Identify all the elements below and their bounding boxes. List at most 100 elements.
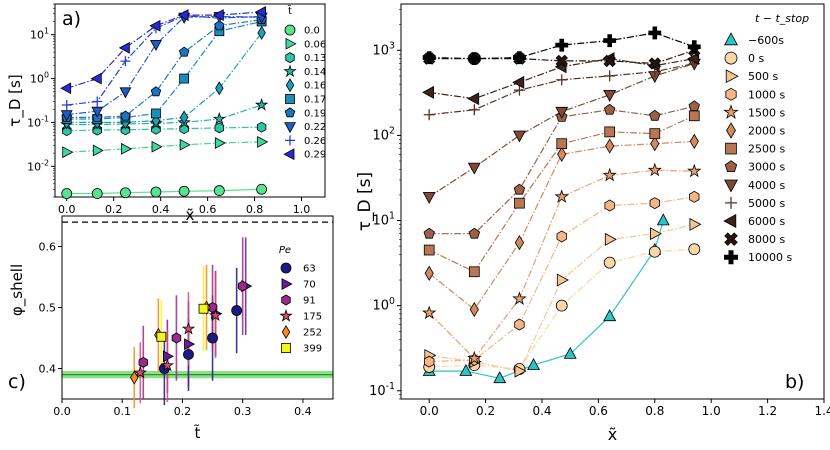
legend-marker (285, 37, 297, 50)
panel-b-label: b) (785, 371, 804, 393)
data-point (604, 199, 615, 212)
legend-marker (284, 107, 296, 118)
data-point (151, 140, 163, 153)
data-point (689, 133, 699, 150)
legend-label: 63 (303, 264, 316, 275)
data-point (171, 332, 182, 344)
panel-c-x-tick-label: 0.1 (113, 405, 131, 418)
panel-b-axes-frame (400, 3, 825, 400)
panel-a-x-tick-label: 0.0 (58, 203, 76, 216)
panel-c-x-tick-label: 0.4 (294, 405, 312, 418)
panel-a-x-tick-label: 0.8 (246, 203, 264, 216)
legend-marker (280, 262, 292, 274)
data-point (61, 188, 73, 199)
legend-marker (281, 294, 291, 306)
panel-b-x-tick-label: 1.4 (814, 404, 830, 418)
data-point (555, 54, 568, 68)
data-point (91, 106, 104, 118)
data-point (150, 86, 162, 97)
data-point (604, 70, 616, 82)
data-point (120, 187, 131, 199)
legend-label: 4000 s (748, 179, 785, 192)
legend-marker (724, 179, 738, 193)
data-point (184, 338, 196, 351)
data-point (91, 188, 103, 199)
legend-label: 0.22 (304, 122, 326, 133)
data-point (177, 9, 189, 21)
legend-label: 0.13 (304, 53, 326, 64)
data-point (212, 9, 224, 21)
panel-c-y-tick-label: 0.4 (39, 363, 57, 376)
data-point (556, 74, 568, 86)
data-point (118, 41, 130, 54)
data-point (603, 90, 617, 102)
data-point (130, 370, 139, 385)
legend-label: −600s (748, 34, 784, 47)
data-point (512, 291, 527, 306)
data-point (256, 183, 268, 195)
data-point (603, 103, 616, 115)
panel-b-y-tick-label: 103 (373, 40, 396, 58)
data-point (656, 213, 670, 226)
panel-a-x-tick-label: 1.0 (293, 203, 311, 216)
legend-marker (723, 104, 739, 120)
data-point (514, 197, 525, 209)
legend-marker (725, 196, 737, 209)
data-point (555, 299, 568, 312)
data-point (423, 109, 435, 121)
legend-label: 6000 s (748, 215, 785, 228)
data-point (119, 87, 132, 99)
legend-marker (283, 64, 297, 78)
data-point (468, 227, 481, 239)
data-point (120, 110, 131, 121)
legend-marker (285, 94, 295, 104)
panel-b-x-axis-label: x̃ (608, 425, 617, 444)
legend-label: 10000 s (748, 251, 792, 264)
legend-label: 252 (303, 328, 322, 339)
data-point (467, 52, 481, 65)
data-point (650, 227, 662, 241)
series-line (66, 15, 262, 116)
panel-a-y-tick-label: 10-2 (27, 158, 49, 173)
legend-label: 5000 s (748, 197, 785, 210)
legend-marker (724, 232, 738, 246)
data-point (647, 162, 662, 177)
data-point (468, 104, 480, 116)
data-point (422, 191, 436, 204)
data-point (688, 110, 700, 122)
data-point (689, 217, 702, 231)
panel-b: 0.0 0.2 0.4 0.6 0.8 1.0 1.2 1.4 10-1 100 101 102 103… (355, 3, 830, 444)
data-point (423, 227, 435, 239)
data-point (213, 185, 225, 196)
data-point (207, 332, 218, 344)
panel-b-x-tick-label: 0.4 (532, 404, 551, 418)
data-point (556, 273, 569, 287)
legend-marker (284, 122, 296, 134)
panel-c-x-tick-label: 0.0 (53, 405, 71, 418)
panel-c-y-axis-label: φ_shell (8, 264, 27, 316)
data-point (605, 138, 615, 154)
legend-label: 0.29 (304, 150, 326, 161)
data-point (151, 108, 161, 119)
panel-b-y-axis-label: τ_D [s] (355, 172, 375, 231)
series-line (66, 15, 262, 106)
data-point (556, 138, 568, 150)
data-point (604, 232, 617, 246)
data-point (60, 82, 72, 95)
legend-marker (281, 343, 291, 353)
data-point (257, 136, 269, 148)
legend-label: 500 s (748, 70, 778, 83)
legend-label: 399 (303, 344, 322, 355)
panel-b-x-tick-label: 0.0 (420, 404, 439, 418)
data-point (214, 137, 226, 149)
legend-label: 91 (303, 296, 316, 307)
data-point (513, 51, 526, 65)
data-point (179, 138, 191, 151)
data-point (603, 54, 616, 68)
data-point (181, 321, 196, 335)
data-point (512, 75, 525, 89)
data-point (513, 130, 526, 143)
data-point (423, 244, 435, 256)
panel-c-y-tick-label: 0.6 (39, 241, 57, 254)
data-point (649, 109, 661, 121)
